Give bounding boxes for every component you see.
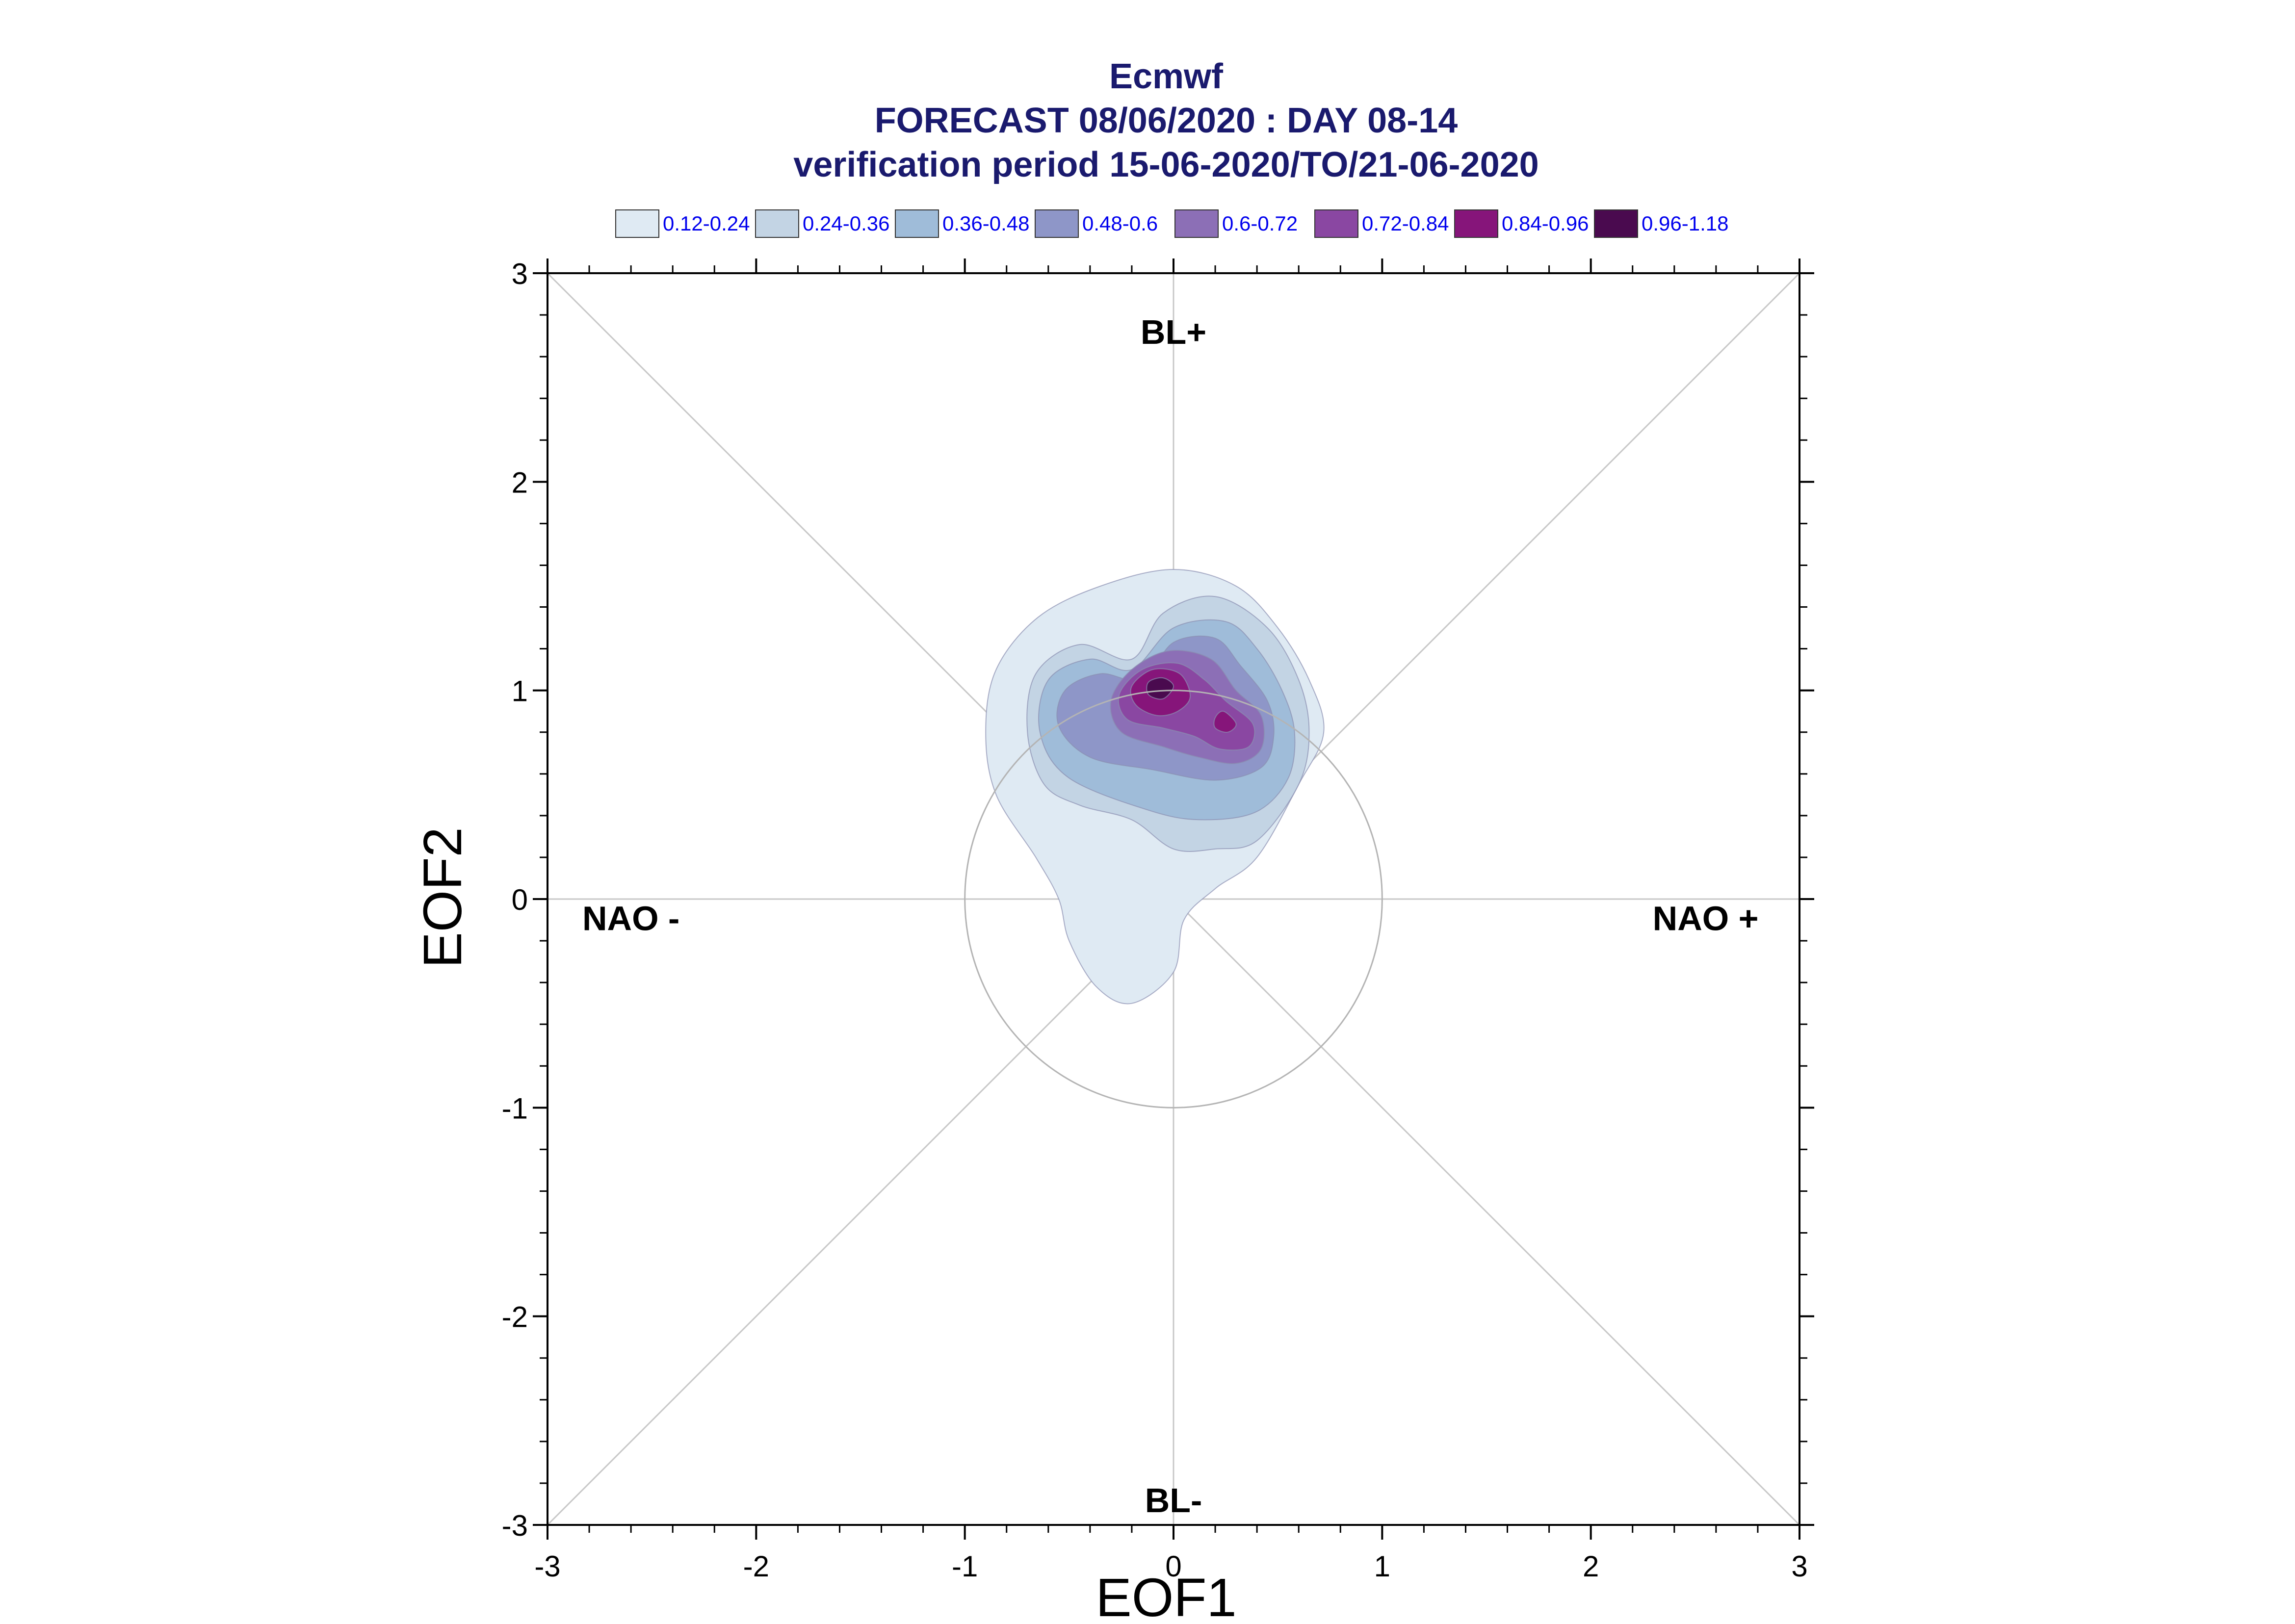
legend-label: 0.12-0.24 (663, 212, 750, 235)
y-tick-label: 2 (512, 466, 528, 499)
contour-0.96-1.18 (1146, 677, 1174, 700)
regime-label-BLminus: BL- (1145, 1481, 1202, 1520)
legend-swatch (895, 209, 939, 238)
legend-label: 0.72-0.84 (1362, 212, 1449, 235)
x-tick-label: 1 (1374, 1550, 1390, 1583)
y-tick-label: -1 (502, 1092, 528, 1125)
axis-ticks: -3 -2 -1 0 1 2 3 -3 -2 -1 0 1 2 3 (502, 258, 1814, 1583)
x-tick-label: -3 (534, 1550, 560, 1583)
legend-label: 0.84-0.96 (1502, 212, 1589, 235)
chart-subtitle-period: verification period 15-06-2020/TO/21-06-… (793, 145, 1539, 184)
y-tick-label: 0 (512, 883, 528, 916)
legend-swatch (1454, 209, 1498, 238)
x-tick-label: 3 (1791, 1550, 1807, 1583)
legend-label: 0.6-0.72 (1222, 212, 1298, 235)
regime-label-NAOminus: NAO - (582, 899, 679, 937)
legend-swatch (1314, 209, 1358, 238)
chart-title: Ecmwf (1109, 57, 1224, 96)
x-tick-label: -2 (743, 1550, 769, 1583)
x-axis-label: EOF1 (1095, 1568, 1236, 1624)
y-tick-label: 3 (512, 258, 528, 290)
density-contours (985, 568, 1325, 1005)
legend-label: 0.48-0.6 (1082, 212, 1158, 235)
x-tick-label: 0 (1165, 1550, 1181, 1583)
plot-area: -3 -2 -1 0 1 2 3 -3 -2 -1 0 1 2 3 BL+ BL- NAO - NAO + (502, 258, 1814, 1583)
x-tick-label: 2 (1583, 1550, 1599, 1583)
x-tick-label: -1 (952, 1550, 978, 1583)
regime-label-NAOplus: NAO + (1653, 899, 1759, 937)
unit-circle (964, 690, 1383, 1108)
legend-swatch (1035, 209, 1079, 238)
legend-swatch (615, 209, 659, 238)
legend-swatch (1594, 209, 1638, 238)
y-tick-label: -2 (502, 1301, 528, 1334)
legend-label: 0.36-0.48 (942, 212, 1029, 235)
y-tick-label: 1 (512, 675, 528, 708)
title-block: Ecmwf FORECAST 08/06/2020 : DAY 08-14 ve… (793, 57, 1539, 184)
legend: 0.12-0.24 0.24-0.36 0.36-0.48 0.48-0.6 0.6-0… (615, 209, 1728, 238)
regime-label-BLplus: BL+ (1141, 313, 1206, 351)
y-axis-label: EOF2 (413, 827, 473, 968)
legend-swatch (755, 209, 799, 238)
chart-subtitle: FORECAST 08/06/2020 : DAY 08-14 (875, 101, 1458, 140)
contour-0.84-0.96 (1213, 710, 1237, 733)
legend-swatch (1174, 209, 1219, 238)
legend-label: 0.24-0.36 (803, 212, 889, 235)
regime-labels: BL+ BL- NAO - NAO + (582, 313, 1759, 1520)
unit-circle-layer (964, 690, 1383, 1108)
y-tick-label: -3 (502, 1509, 528, 1542)
legend-label: 0.96-1.18 (1642, 212, 1728, 235)
